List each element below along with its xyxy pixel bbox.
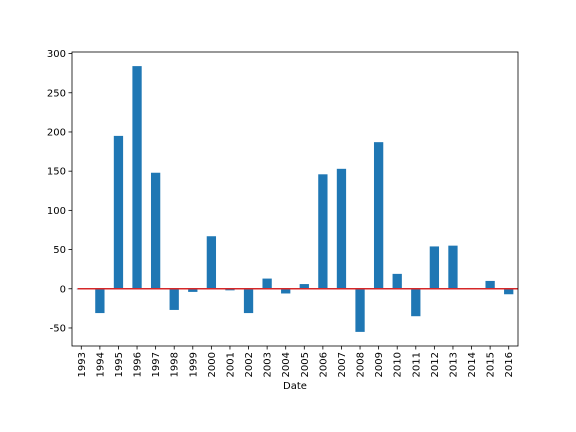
bar-2005 xyxy=(299,284,309,289)
x-tick-label: 2003 xyxy=(263,352,274,377)
x-tick-label: 1993 xyxy=(77,352,88,377)
bar-1997 xyxy=(150,172,161,289)
y-tick-label: 50 xyxy=(53,245,66,256)
plot-frame xyxy=(71,51,519,347)
y-tick-label: 300 xyxy=(47,49,66,60)
bar-2016 xyxy=(504,288,514,295)
bar-1998 xyxy=(169,288,179,310)
x-tick-label: 2016 xyxy=(504,352,515,377)
bar-1996 xyxy=(132,66,142,289)
x-tick-label: 2010 xyxy=(393,352,404,377)
x-tick-label: 1999 xyxy=(188,352,199,377)
x-tick-label: 2006 xyxy=(318,352,329,377)
bar-2009 xyxy=(373,142,384,289)
x-tick-label: 2009 xyxy=(374,352,385,377)
bar-2002 xyxy=(243,288,254,314)
bar-2004 xyxy=(281,288,291,294)
y-tick-label: 250 xyxy=(47,88,66,99)
x-tick-label: 2001 xyxy=(225,352,236,377)
x-tick-label: 1998 xyxy=(170,352,181,377)
bar-2011 xyxy=(411,288,421,317)
bar-1994 xyxy=(95,288,105,314)
y-tick-label: 200 xyxy=(47,127,66,138)
x-tick-label: 2013 xyxy=(448,352,459,377)
y-tick-label: -50 xyxy=(50,323,66,334)
bars-group xyxy=(76,66,514,332)
x-tick-label: 2005 xyxy=(300,352,311,377)
x-tick-label: 2002 xyxy=(244,352,255,377)
x-tick-label: 2000 xyxy=(207,352,218,377)
bar-2006 xyxy=(318,174,328,289)
x-tick-label: 1996 xyxy=(133,352,144,377)
x-tick-label: 1997 xyxy=(151,352,162,377)
bar-2015 xyxy=(485,280,495,289)
bar-2000 xyxy=(206,236,217,289)
bar-2010 xyxy=(392,273,402,289)
bar-2001 xyxy=(225,288,235,291)
x-tick-label: 2007 xyxy=(337,352,348,377)
x-tick-label: 2014 xyxy=(467,352,478,377)
y-tick-label: 150 xyxy=(47,167,66,178)
bar-2003 xyxy=(262,278,272,289)
bar-2008 xyxy=(355,288,365,332)
x-tick-label: 2015 xyxy=(486,352,497,377)
bar-2013 xyxy=(448,245,458,289)
x-axis-label: Date xyxy=(283,381,307,392)
y-tick-label: 0 xyxy=(60,284,66,295)
bar-1995 xyxy=(113,135,124,289)
x-tick-label: 2012 xyxy=(430,352,441,377)
y-tick-label: 100 xyxy=(47,206,66,217)
bar-2012 xyxy=(429,246,440,289)
x-axis: 1993 1994 1995 1996 1997 1998 1999 2000 2001 2002… xyxy=(77,346,515,377)
x-tick-label: 1994 xyxy=(95,352,106,377)
x-tick-label: 2004 xyxy=(281,352,292,377)
x-tick-label: 1995 xyxy=(114,352,125,377)
y-axis: -50 0 50 100 150 200 250 300 xyxy=(47,49,72,334)
bar-1999 xyxy=(188,288,198,292)
bar-2007 xyxy=(336,168,347,289)
x-tick-label: 2008 xyxy=(356,352,367,377)
x-tick-label: 2011 xyxy=(411,352,422,377)
